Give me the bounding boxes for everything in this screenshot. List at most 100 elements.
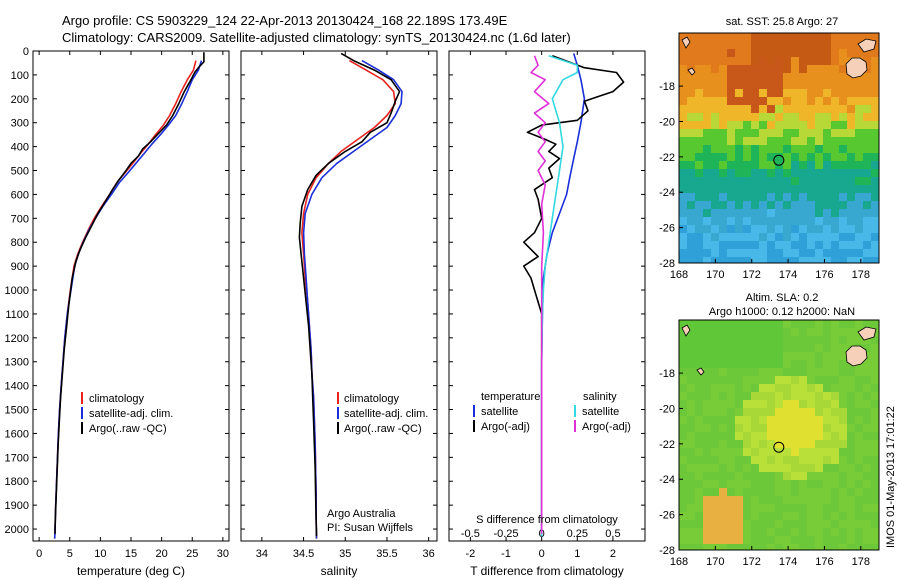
map-cell: [751, 225, 759, 233]
map-cell: [695, 65, 703, 73]
map-cell: [807, 65, 815, 73]
map-cell: [687, 113, 695, 121]
map-cell: [799, 81, 807, 89]
map-cell: [807, 105, 815, 113]
map-cell: [871, 464, 879, 472]
map-cell: [775, 416, 783, 424]
map-cell: [703, 400, 711, 408]
map-cell: [783, 121, 791, 129]
map-cell: [815, 257, 823, 263]
map-cell: [695, 201, 703, 209]
map-cell: [847, 201, 855, 209]
map-cell: [815, 33, 823, 41]
map-cell: [687, 233, 695, 241]
map-cell: [823, 113, 831, 121]
depth-tick-label: 1200: [5, 333, 29, 345]
map-cell: [823, 344, 831, 352]
map-cell: [767, 57, 775, 65]
map-cell: [767, 328, 775, 336]
map-cell: [759, 472, 767, 480]
temperature-lines: [53, 52, 205, 539]
map-cell: [823, 408, 831, 416]
map-cell: [791, 177, 799, 185]
map-cell: [751, 113, 759, 121]
map-cell: [687, 33, 695, 41]
series-line-argo-salinity: [530, 55, 550, 534]
map-cell: [735, 217, 743, 225]
map-cell: [775, 145, 783, 153]
map-cell: [799, 464, 807, 472]
map-cell: [823, 520, 831, 528]
map-cell: [807, 193, 815, 201]
map-cell: [799, 496, 807, 504]
map-cell: [815, 480, 823, 488]
map-cell: [719, 440, 727, 448]
map-cell: [863, 512, 871, 520]
map-cell: [823, 153, 831, 161]
map-cell: [751, 336, 759, 344]
map-cell: [775, 488, 783, 496]
map-cell: [735, 320, 743, 328]
map-cell: [831, 185, 839, 193]
x-tick-label: 2: [610, 548, 616, 560]
lon-tick-label: 174: [779, 269, 797, 281]
map-cell: [679, 129, 687, 137]
map-cell: [695, 233, 703, 241]
map-cell: [823, 536, 831, 544]
map-cell: [847, 49, 855, 57]
map-cell: [815, 488, 823, 496]
map-cell: [727, 185, 735, 193]
map-cell: [847, 480, 855, 488]
map-cell: [751, 217, 759, 225]
map-cell: [759, 480, 767, 488]
map-cell: [775, 57, 783, 65]
map-cell: [839, 344, 847, 352]
map-cell: [751, 528, 759, 536]
map-cell: [679, 49, 687, 57]
map-cell: [823, 177, 831, 185]
map-cell: [839, 408, 847, 416]
map-cell: [799, 424, 807, 432]
map-cell: [703, 480, 711, 488]
sla-grid: [679, 320, 879, 550]
map-cell: [719, 416, 727, 424]
map-cell: [807, 432, 815, 440]
map-cell: [791, 336, 799, 344]
map-cell: [775, 496, 783, 504]
map-cell: [751, 424, 759, 432]
map-cell: [783, 472, 791, 480]
map-cell: [823, 161, 831, 169]
map-cell: [743, 320, 751, 328]
map-cell: [679, 320, 687, 328]
map-cell: [791, 392, 799, 400]
map-cell: [807, 488, 815, 496]
series-line-argo-raw-qc-: [54, 52, 205, 534]
map-cell: [687, 352, 695, 360]
map-cell: [815, 536, 823, 544]
map-cell: [743, 432, 751, 440]
map-cell: [775, 472, 783, 480]
map-cell: [687, 336, 695, 344]
map-cell: [775, 408, 783, 416]
map-cell: [767, 169, 775, 177]
map-cell: [687, 81, 695, 89]
map-cell: [855, 504, 863, 512]
map-cell: [743, 201, 751, 209]
map-cell: [855, 528, 863, 536]
map-cell: [839, 121, 847, 129]
map-cell: [831, 201, 839, 209]
map-cell: [759, 73, 767, 81]
map-cell: [687, 368, 695, 376]
difference-lines: [522, 53, 625, 537]
map-cell: [799, 161, 807, 169]
map-cell: [831, 41, 839, 49]
map-cell: [839, 193, 847, 201]
map-cell: [751, 464, 759, 472]
map-cell: [767, 257, 775, 263]
map-cell: [839, 512, 847, 520]
map-cell: [743, 376, 751, 384]
map-cell: [719, 249, 727, 257]
map-cell: [807, 472, 815, 480]
temperature-axis: 0 5 10 15 20 25 30: [36, 51, 229, 560]
map-cell: [679, 472, 687, 480]
